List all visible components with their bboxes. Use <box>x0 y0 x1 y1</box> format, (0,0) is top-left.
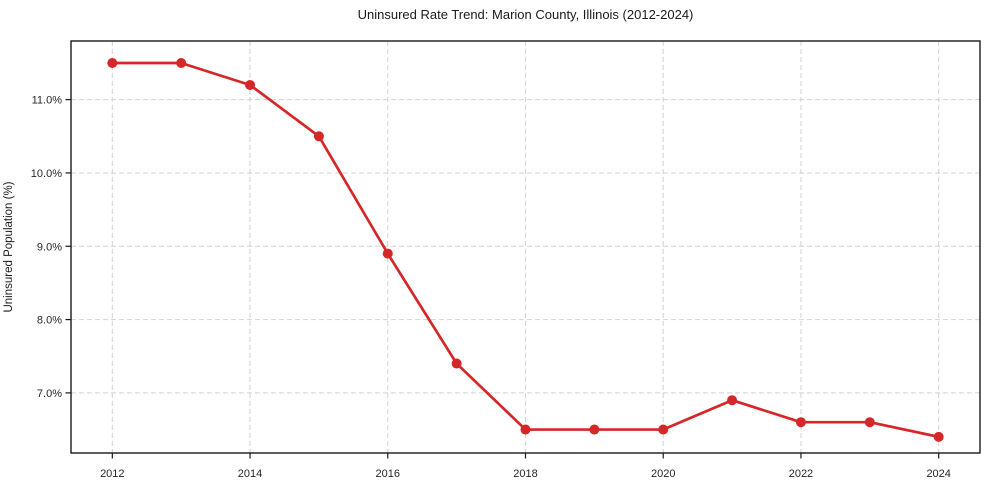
data-point-2018 <box>520 424 531 435</box>
data-point-2021 <box>727 395 738 406</box>
x-tick-label: 2020 <box>651 468 675 480</box>
y-tick-label: 11.0% <box>32 95 63 107</box>
y-tick-label: 10.0% <box>31 168 62 180</box>
x-tick-label: 2014 <box>238 468 262 480</box>
data-point-2012 <box>107 57 118 68</box>
y-tick-label: 9.0% <box>37 241 62 253</box>
data-point-2020 <box>658 424 669 435</box>
data-point-2017 <box>451 358 462 369</box>
data-point-2024 <box>933 431 944 442</box>
data-point-2016 <box>382 248 393 259</box>
x-tick-label: 2024 <box>926 468 950 480</box>
x-tick-label: 2018 <box>513 468 537 480</box>
data-point-2015 <box>313 131 324 142</box>
x-tick-label: 2022 <box>789 468 813 480</box>
x-tick-label: 2016 <box>376 468 400 480</box>
data-point-2023 <box>864 417 875 428</box>
data-point-2022 <box>795 417 806 428</box>
y-tick-label: 8.0% <box>37 315 62 327</box>
chart-title: Uninsured Rate Trend: Marion County, Ill… <box>357 7 694 22</box>
data-point-2013 <box>176 57 187 68</box>
plot-border <box>70 40 981 454</box>
data-point-2019 <box>589 424 600 435</box>
y-tick-label: 7.0% <box>37 388 62 400</box>
data-point-2014 <box>245 79 256 90</box>
x-tick-label: 2012 <box>100 468 124 480</box>
